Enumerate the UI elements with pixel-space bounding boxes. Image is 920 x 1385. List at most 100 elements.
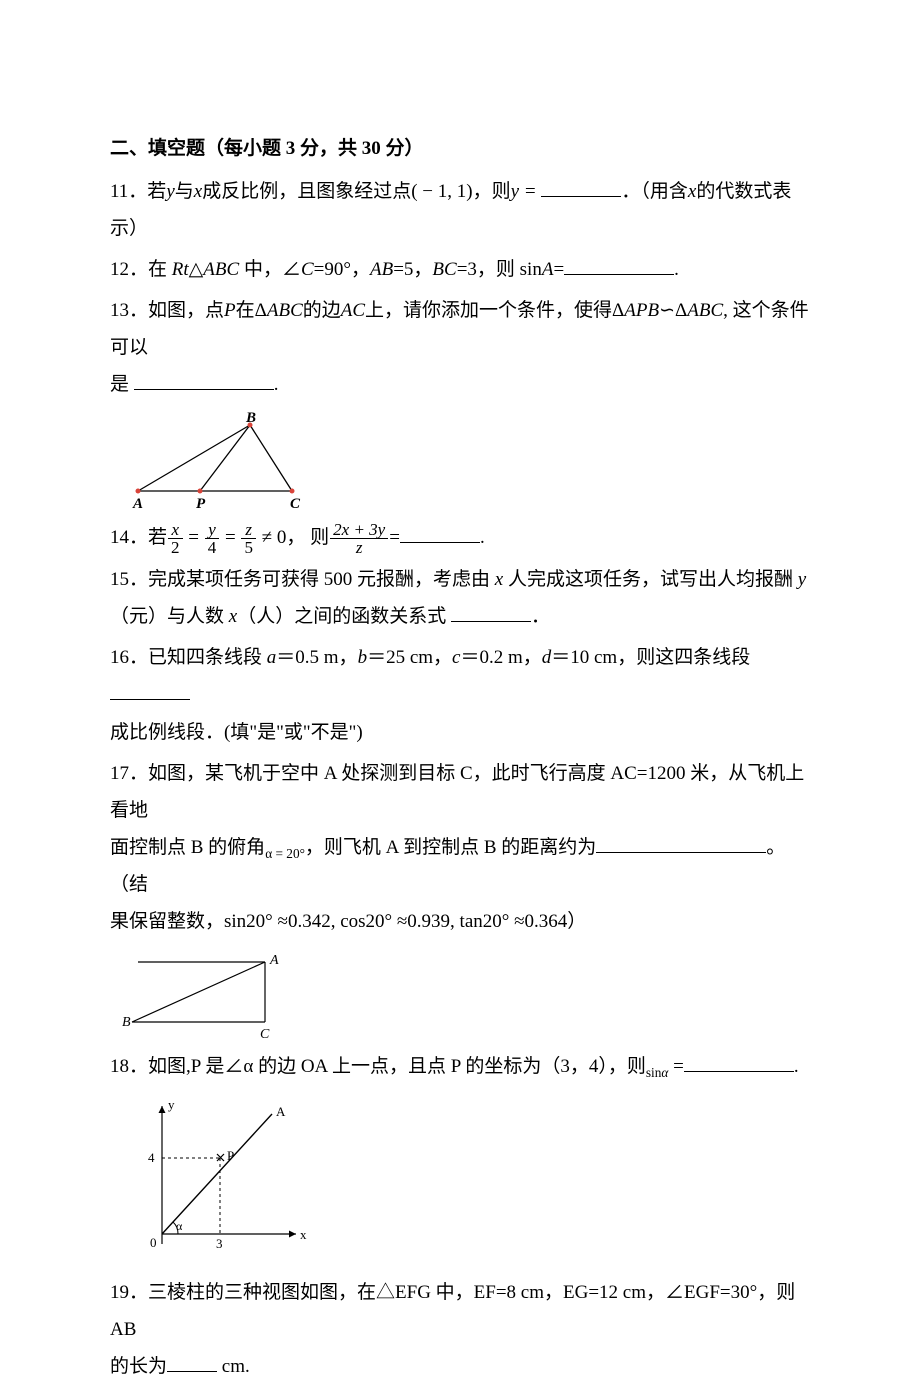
- q13-t1: 如图，点: [148, 300, 224, 321]
- question-11: 11．若y与x成反比例，且图象经过点( − 1, 1)，则y = ．（用含x的代…: [110, 173, 810, 247]
- q17-alpha: α = 20°: [265, 845, 305, 860]
- q15-t4: ．: [531, 606, 550, 627]
- q13-num: 13．: [110, 300, 148, 321]
- q13-line2pre: 是: [110, 374, 134, 395]
- q13-apb: APB: [624, 300, 659, 321]
- q16-t1: 已知四条线段: [148, 647, 267, 668]
- q17-line3: 果保留整数，sin20° ≈0.342, cos20° ≈0.939, tan2…: [110, 911, 586, 932]
- q11-point: ( − 1, 1): [411, 181, 472, 202]
- q12-t7: =: [553, 259, 564, 280]
- fig13-C: C: [290, 496, 301, 511]
- q11-num: 11．: [110, 181, 147, 202]
- fig18-alpha: α: [176, 1219, 183, 1233]
- q18-blank: [684, 1052, 794, 1073]
- section-title: 二、填空题（每小题 3 分，共 30 分）: [110, 130, 810, 167]
- q15-x: x: [495, 569, 503, 590]
- q15-num: 15．: [110, 569, 148, 590]
- q15-y: y: [798, 569, 806, 590]
- q14-frac2: y4: [205, 521, 220, 558]
- q12-rt: Rt: [172, 259, 189, 280]
- q16-b: b: [358, 647, 368, 668]
- q12-t6: =3，则 sin: [457, 259, 542, 280]
- figure-17: A C B: [120, 948, 810, 1040]
- q13-t2: 在Δ: [236, 300, 267, 321]
- q12-bc: BC: [432, 259, 456, 280]
- q16-blank: [110, 680, 190, 701]
- fig17-C: C: [260, 1027, 270, 1040]
- q14-eq2: =: [220, 527, 240, 548]
- q17-line2b: ，则飞机 A 到控制点 B 的距离约为: [305, 837, 596, 858]
- q12-ab: AB: [370, 259, 393, 280]
- q11-eq: y =: [511, 181, 542, 202]
- q13-abc: ABC: [267, 300, 303, 321]
- q15-t3: （人）之间的函数关系式: [237, 606, 451, 627]
- q16-bv: ＝25 cm，: [367, 647, 452, 668]
- q19-num: 19．: [110, 1282, 148, 1303]
- q19-t1: 三棱柱的三种视图如图，在△EFG 中，EF=8 cm，EG=12 cm，∠EGF…: [110, 1282, 795, 1340]
- q12-abc: ABC: [203, 259, 239, 280]
- q13-t5: ∽Δ: [659, 300, 687, 321]
- figure-18: 0 x y A P 3 4 α: [120, 1094, 810, 1266]
- q16-av: ＝0.5 m，: [276, 647, 357, 668]
- q12-t1: 在: [148, 259, 172, 280]
- q14-frac1: x2: [168, 521, 183, 558]
- q12-t2: △: [189, 259, 204, 280]
- q12-a: A: [542, 259, 554, 280]
- q16-line2: 成比例线段．(填"是"或"不是"): [110, 722, 363, 743]
- q11-t2: 与: [175, 181, 194, 202]
- q19-t2: cm.: [217, 1356, 250, 1377]
- question-18: 18．如图,P 是∠α 的边 OA 上一点，且点 P 的坐标为（3，4），则si…: [110, 1048, 810, 1086]
- q11-y: y: [166, 181, 174, 202]
- q18-t3: .: [794, 1056, 799, 1077]
- q18-t1: 如图,P 是∠α 的边 OA 上一点，且点 P 的坐标为（3，4），则: [148, 1056, 646, 1077]
- q16-cv: ＝0.2 m，: [460, 647, 541, 668]
- q18-t2: =: [668, 1056, 683, 1077]
- q11-blank: [541, 176, 621, 197]
- fig18-4: 4: [148, 1150, 155, 1165]
- q11-t3: 成反比例，且图象经过点: [202, 181, 411, 202]
- fig18-P: P: [227, 1148, 234, 1163]
- q16-dv: ＝10 cm，则这四条线段: [551, 647, 750, 668]
- q13-t3: 的边: [303, 300, 341, 321]
- q16-d: d: [542, 647, 552, 668]
- q11-t4: ，则: [473, 181, 511, 202]
- question-16: 16．已知四条线段 a＝0.5 m，b＝25 cm，c＝0.2 m，d＝10 c…: [110, 639, 810, 750]
- q19-line2: 的长为: [110, 1356, 167, 1377]
- q14-frac3: z5: [241, 521, 256, 558]
- fig13-A: A: [132, 496, 143, 511]
- q11-t5: ．（用含: [621, 181, 688, 202]
- q11-x: x: [194, 181, 202, 202]
- question-12: 12．在 Rt△ABC 中，∠C=90°，AB=5，BC=3，则 sinA=.: [110, 251, 810, 288]
- q15-line2: （元）与人数: [110, 606, 229, 627]
- q14-eq1: =: [184, 527, 204, 548]
- q13-ac: AC: [341, 300, 365, 321]
- q13-t4: 上，请你添加一个条件，使得Δ: [365, 300, 624, 321]
- fig17-svg: A C B: [120, 948, 290, 1040]
- fig18-svg: 0 x y A P 3 4 α: [120, 1094, 310, 1266]
- fig17-A: A: [269, 953, 279, 968]
- q19-blank: [167, 1351, 217, 1372]
- fig18-y: y: [168, 1097, 175, 1112]
- question-13: 13．如图，点P在ΔABC的边AC上，请你添加一个条件，使得ΔAPB∽ΔABC,…: [110, 292, 810, 403]
- q12-t3: 中，∠: [239, 259, 301, 280]
- q17-blank: [596, 832, 766, 853]
- fig17-B: B: [122, 1015, 131, 1030]
- q12-t4: =90°，: [314, 259, 370, 280]
- q12-num: 12．: [110, 259, 148, 280]
- q13-p: P: [224, 300, 236, 321]
- q14-t3: =: [389, 527, 400, 548]
- q17-t1: 如图，某飞机于空中 A 处探测到目标 C，此时飞行高度 AC=1200 米，从飞…: [110, 763, 804, 821]
- q14-num: 14．: [110, 527, 148, 548]
- q15-t2: 人完成这项任务，试写出人均报酬: [503, 569, 798, 590]
- q15-blank: [451, 601, 531, 622]
- q14-blank: [400, 522, 480, 543]
- figure-13: A P C B: [120, 411, 810, 511]
- fig18-3: 3: [216, 1236, 223, 1251]
- q18-sin: sin: [646, 1065, 662, 1080]
- fig18-x: x: [300, 1227, 307, 1242]
- q17-line2a: 面控制点 B 的俯角: [110, 837, 265, 858]
- q11-t1: 若: [147, 181, 166, 202]
- question-19: 19．三棱柱的三种视图如图，在△EFG 中，EF=8 cm，EG=12 cm，∠…: [110, 1274, 810, 1385]
- q12-blank: [564, 254, 674, 275]
- fig13-B: B: [245, 411, 256, 426]
